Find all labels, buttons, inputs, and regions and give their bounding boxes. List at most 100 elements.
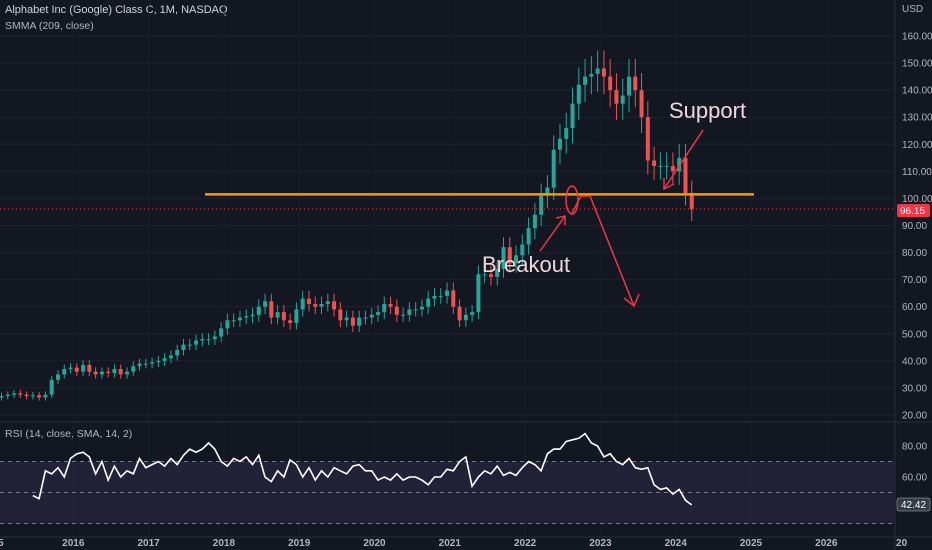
candle[interactable] [645, 101, 650, 175]
candle[interactable] [200, 333, 205, 347]
candle[interactable] [438, 288, 443, 304]
candle[interactable] [30, 391, 35, 400]
candle[interactable] [168, 350, 173, 364]
breakout-label[interactable]: Breakout [482, 252, 570, 277]
candle[interactable] [463, 307, 468, 327]
candle[interactable] [325, 293, 330, 312]
candle[interactable] [401, 307, 406, 322]
candle[interactable] [269, 293, 274, 325]
projection-arrow[interactable] [571, 195, 635, 307]
candle[interactable] [281, 305, 286, 327]
candle[interactable] [445, 282, 450, 304]
candle[interactable] [231, 313, 236, 327]
candle[interactable] [557, 124, 562, 165]
candle[interactable] [125, 367, 129, 379]
candle[interactable] [363, 310, 368, 325]
candle[interactable] [206, 333, 211, 346]
candle[interactable] [589, 56, 594, 95]
candle[interactable] [564, 112, 569, 154]
candle[interactable] [350, 310, 355, 333]
candle[interactable] [382, 296, 387, 320]
candle[interactable] [55, 370, 60, 384]
candle[interactable] [74, 363, 79, 377]
candle[interactable] [514, 245, 519, 273]
candle[interactable] [501, 237, 506, 278]
candle[interactable] [24, 391, 29, 400]
candle[interactable] [175, 344, 180, 361]
candle[interactable] [488, 265, 493, 286]
candle[interactable] [457, 299, 462, 327]
candle[interactable] [482, 265, 487, 283]
candle[interactable] [181, 339, 186, 356]
candle[interactable] [18, 389, 23, 399]
candle[interactable] [545, 174, 550, 209]
candle[interactable] [432, 288, 437, 307]
candle[interactable] [407, 302, 412, 322]
candle[interactable] [43, 391, 48, 401]
candle[interactable] [112, 364, 117, 378]
candle[interactable] [476, 265, 481, 320]
candle[interactable] [256, 299, 261, 322]
candle[interactable] [614, 73, 619, 121]
candle[interactable] [570, 87, 575, 144]
candle[interactable] [601, 50, 606, 95]
candle[interactable] [288, 313, 293, 330]
candle[interactable] [388, 296, 393, 315]
candle[interactable] [520, 234, 525, 265]
candle[interactable] [62, 364, 67, 379]
candle[interactable] [250, 307, 255, 324]
candle[interactable] [451, 282, 456, 315]
candle[interactable] [620, 78, 625, 121]
candle[interactable] [664, 152, 669, 180]
indicator-label[interactable]: SMMA (209, close) [5, 20, 94, 32]
support-arrow[interactable] [663, 129, 704, 190]
candle[interactable] [595, 50, 600, 92]
candle[interactable] [495, 259, 500, 286]
rsi-line[interactable] [32, 432, 693, 506]
candle[interactable] [319, 296, 324, 315]
candle[interactable] [313, 296, 318, 315]
candle[interactable] [344, 310, 349, 327]
candle[interactable] [539, 183, 544, 227]
candle[interactable] [150, 357, 155, 369]
candle[interactable] [627, 58, 631, 113]
candle[interactable] [470, 305, 475, 322]
candle[interactable] [507, 237, 512, 273]
candle[interactable] [68, 363, 73, 374]
candle[interactable] [237, 310, 242, 327]
candle[interactable] [426, 290, 431, 315]
candle[interactable] [633, 58, 638, 108]
candle[interactable] [37, 391, 42, 401]
candle[interactable] [689, 180, 694, 221]
candle[interactable] [137, 358, 142, 371]
candle[interactable] [526, 217, 531, 255]
candle[interactable] [583, 58, 588, 103]
candle[interactable] [652, 146, 657, 180]
candle[interactable] [143, 358, 148, 369]
candle[interactable] [93, 367, 98, 379]
rsi-label[interactable]: RSI (14, close, SMA, 14, 2) [5, 428, 133, 440]
candle[interactable] [106, 367, 111, 378]
candle[interactable] [162, 353, 167, 366]
candle[interactable] [156, 355, 161, 368]
candle[interactable] [99, 367, 104, 379]
candle[interactable] [300, 290, 305, 317]
candle[interactable] [212, 330, 217, 346]
candle[interactable] [87, 360, 92, 377]
candle[interactable] [275, 305, 280, 325]
candle[interactable] [294, 302, 299, 330]
candle[interactable] [357, 310, 362, 333]
candle[interactable] [677, 143, 682, 185]
candle[interactable] [5, 391, 10, 400]
breakout-circle[interactable] [565, 185, 579, 215]
candle[interactable] [576, 67, 581, 121]
candle[interactable] [12, 389, 17, 399]
candle[interactable] [332, 293, 337, 317]
breakout-arrow[interactable] [539, 215, 566, 252]
candle[interactable] [658, 152, 663, 180]
candle[interactable] [263, 293, 268, 315]
candle[interactable] [608, 58, 613, 108]
candle[interactable] [194, 334, 199, 351]
candle[interactable] [131, 361, 136, 377]
